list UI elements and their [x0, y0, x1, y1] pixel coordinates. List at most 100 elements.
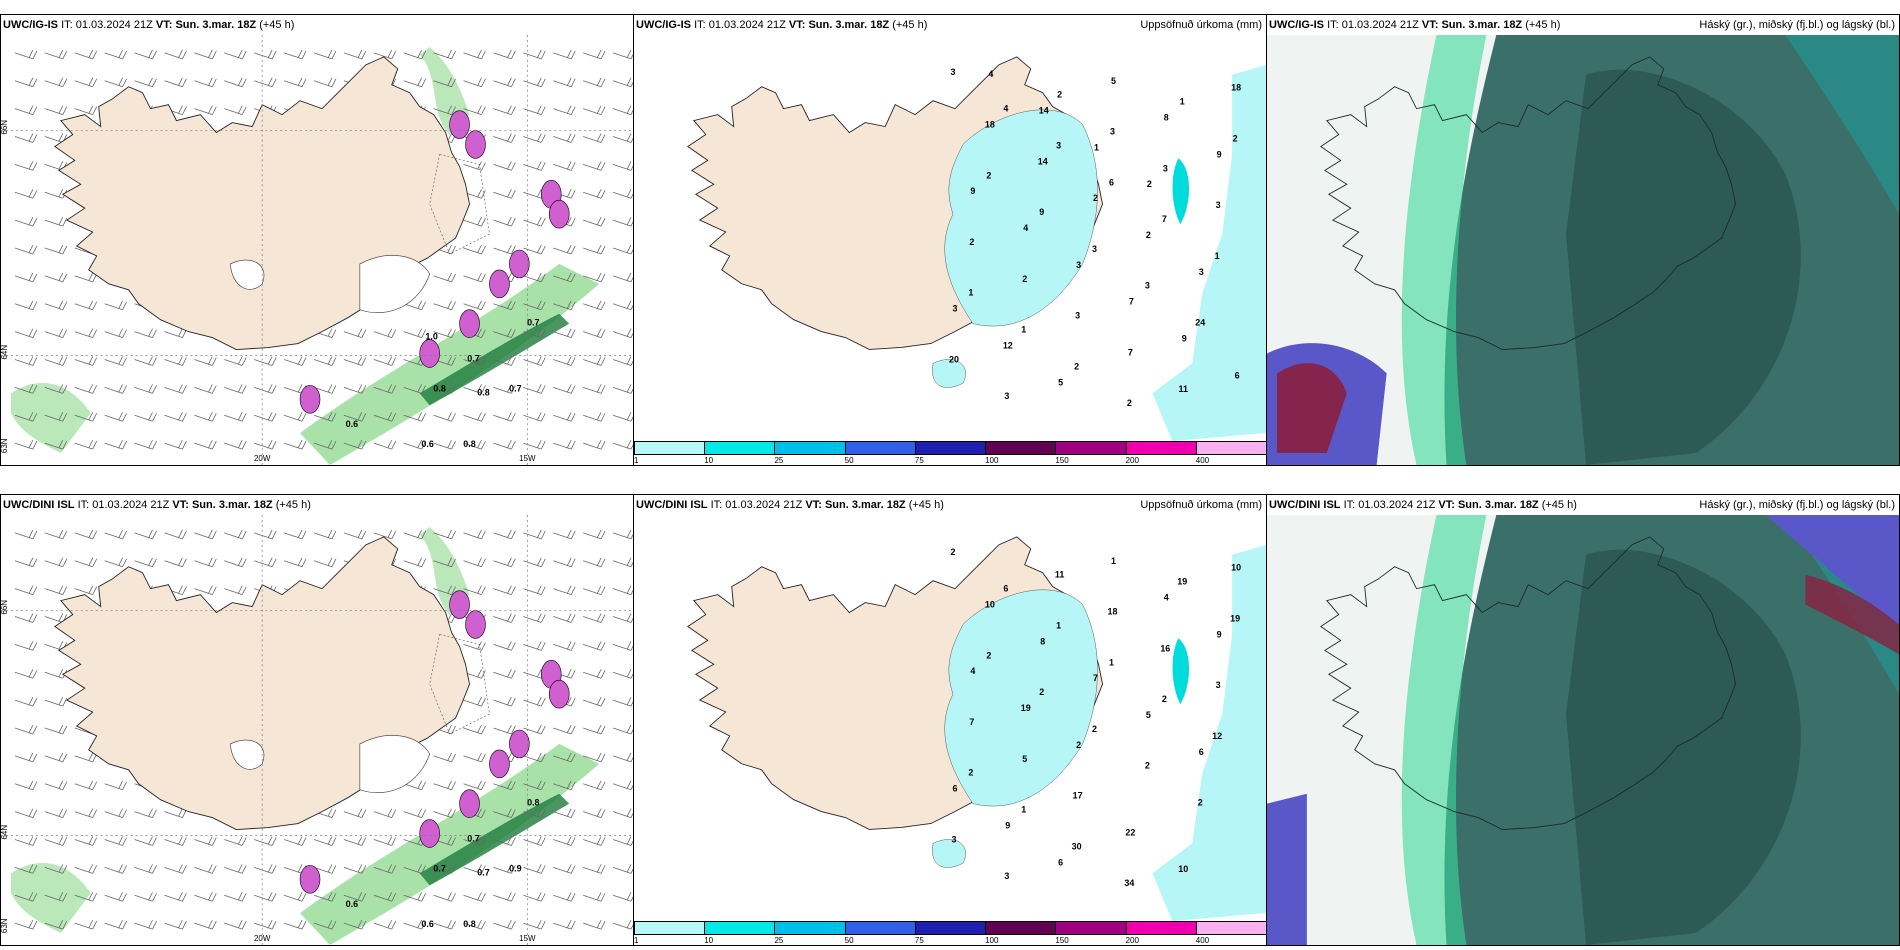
- wind-barb: [373, 412, 397, 422]
- wind-barb: [134, 412, 157, 422]
- wind-barb: [224, 356, 247, 366]
- wind-barb: [74, 272, 98, 283]
- value-label: 2: [968, 768, 973, 778]
- panel-wind-dini: UWC/DINI ISL IT: 01.03.2024 21Z VT: Sun.…: [0, 494, 634, 946]
- wind-barb: [463, 105, 486, 116]
- value-label: 9: [1005, 820, 1010, 830]
- wind-barb: [612, 77, 633, 88]
- wind-barb: [74, 808, 98, 818]
- wind-barb: [583, 696, 606, 707]
- value-label: 0.7: [509, 383, 521, 393]
- wind-barb: [164, 529, 187, 540]
- axis-label-20w: 20W: [254, 454, 271, 463]
- colorbar-label: 150: [1055, 456, 1069, 465]
- value-label: 0.6: [421, 919, 433, 929]
- wind-barb: [373, 328, 397, 338]
- wind-barb: [463, 752, 486, 763]
- wind-barb: [164, 864, 187, 874]
- value-label: 0.6: [346, 419, 358, 429]
- cloud-dense: [1566, 549, 1801, 945]
- field-title: Háský (gr.), miðský (fj.bl.) og lágský (…: [1699, 499, 1895, 511]
- value-label: 12: [1212, 731, 1222, 741]
- wind-barb: [313, 864, 337, 874]
- wind-barb: [433, 752, 456, 763]
- wind-barb: [164, 808, 187, 818]
- precip-area: [932, 359, 966, 388]
- wind-barb: [612, 300, 633, 311]
- high-cloud: [1805, 574, 1899, 655]
- wind-barb: [463, 412, 486, 422]
- precip-map: 2 6 1 1 2 12 2 1 30 34 19 19 2 2 2 2 2 3 3 11 18 16 3 7 5 17 22 10 1…: [634, 515, 1266, 921]
- panel-header: UWC/DINI ISL IT: 01.03.2024 21Z VT: Sun.…: [634, 495, 1266, 515]
- value-label: 4: [1164, 593, 1169, 603]
- wind-barb: [523, 919, 546, 930]
- wind-barb: [194, 892, 217, 902]
- value-label: 4: [1003, 104, 1008, 114]
- wind-barb: [523, 384, 546, 394]
- wind-barb: [194, 77, 217, 88]
- precip-layer: 3436711122122933242032333223711181814223…: [687, 56, 1266, 441]
- wind-barb: [44, 892, 68, 902]
- precip-area: [932, 839, 966, 868]
- wind-barb: [254, 919, 277, 930]
- wind-barb: [583, 892, 606, 902]
- wind-barb: [74, 384, 98, 394]
- precip-blob: [299, 865, 321, 894]
- wind-barb: [343, 328, 367, 338]
- wind-barb: [403, 328, 427, 338]
- wind-barb: [224, 384, 247, 394]
- wind-barb: [523, 864, 546, 874]
- wind-barb: [583, 216, 606, 227]
- precip-blob: [548, 199, 570, 229]
- wind-barb: [403, 919, 427, 930]
- wind-barb: [283, 439, 307, 450]
- value-label: 2: [1092, 724, 1097, 734]
- value-label: 6: [1199, 747, 1204, 757]
- value-label: 2: [1039, 687, 1044, 697]
- precip-sea: [1152, 544, 1266, 921]
- wind-barb: [254, 356, 277, 366]
- wind-barb: [463, 77, 486, 88]
- wind-barb: [164, 892, 187, 902]
- wind-barb: [313, 384, 337, 394]
- precip-blob: [459, 309, 480, 338]
- wind-barb: [612, 189, 633, 199]
- wind-barb: [612, 836, 633, 846]
- axis-label-15w: 15W: [519, 454, 536, 463]
- wind-barb: [313, 356, 337, 366]
- wind-barb: [224, 77, 247, 88]
- value-label: 2: [1146, 230, 1151, 240]
- value-label: 24: [1195, 318, 1205, 328]
- wind-barb: [373, 49, 397, 60]
- cloud-layer: [1267, 35, 1899, 465]
- wind-barb: [612, 328, 633, 338]
- wind-barb: [14, 613, 38, 623]
- wind-barb: [493, 669, 516, 679]
- wind-barb: [194, 356, 217, 366]
- wind-barb: [104, 384, 127, 394]
- value-label: 4: [1023, 223, 1028, 233]
- wind-barb: [14, 384, 38, 394]
- wind-barb: [553, 836, 576, 846]
- wind-barb: [373, 384, 397, 394]
- wind-barb: [194, 864, 217, 874]
- value-label: 19: [1021, 703, 1031, 713]
- wind-barb: [583, 780, 606, 791]
- wind-barb: [463, 724, 486, 735]
- wind-barb: [403, 808, 427, 818]
- wind-barb: [373, 439, 397, 450]
- low-cloud: [1765, 515, 1899, 625]
- value-label: 3: [1056, 140, 1061, 150]
- axis-label-64n: 64N: [1, 825, 9, 840]
- wind-barb: [583, 384, 606, 394]
- wind-barb: [463, 49, 486, 60]
- wind-barb: [164, 49, 187, 60]
- value-label: 18: [985, 120, 995, 130]
- wind-barb: [343, 412, 367, 422]
- wind-barb: [224, 439, 247, 450]
- value-label: 10: [1178, 864, 1188, 874]
- wind-barb: [523, 808, 546, 818]
- value-label: 1: [1111, 556, 1116, 566]
- panel-precip-dini: UWC/DINI ISL IT: 01.03.2024 21Z VT: Sun.…: [633, 494, 1267, 946]
- wind-barb: [254, 77, 277, 88]
